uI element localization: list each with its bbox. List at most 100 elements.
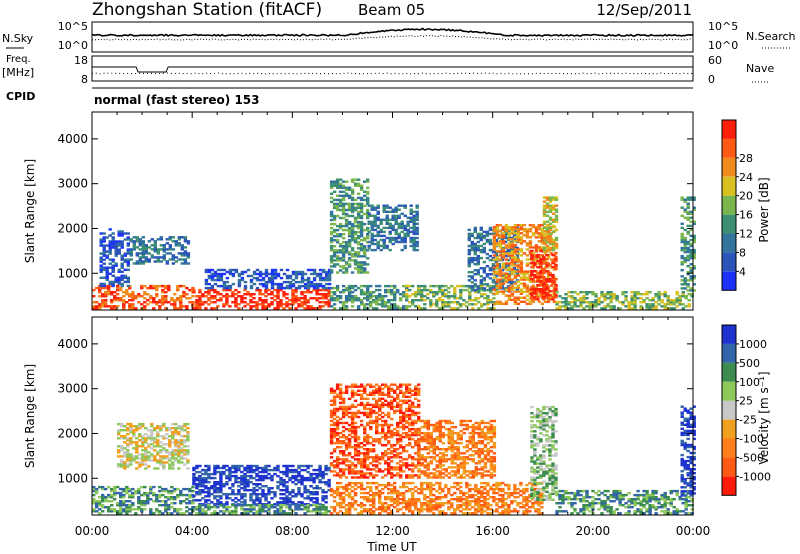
heatmap-cell	[285, 503, 289, 506]
heatmap-cell	[564, 305, 568, 308]
heatmap-cell	[347, 235, 352, 238]
heatmap-cell	[552, 292, 557, 295]
heatmap-cell	[338, 265, 343, 268]
heatmap-cell	[612, 305, 616, 308]
heatmap-cell	[363, 204, 367, 208]
heatmap-cell	[303, 503, 307, 506]
heatmap-cell	[234, 506, 238, 509]
heatmap-cell	[516, 234, 521, 237]
heatmap-cell	[149, 489, 153, 493]
heatmap-cell	[156, 250, 160, 253]
heatmap-cell	[350, 271, 355, 274]
heatmap-cell	[318, 510, 322, 513]
heatmap-cell	[246, 466, 250, 470]
heatmap-cell	[353, 259, 358, 262]
heatmap-cell	[243, 493, 247, 496]
heatmap-cell	[394, 232, 398, 236]
heatmap-cell	[149, 487, 153, 491]
heatmap-cell	[411, 510, 415, 513]
heatmap-cell	[255, 278, 260, 282]
heatmap-cell	[483, 504, 487, 507]
heatmap-cell	[394, 220, 398, 223]
heatmap-cell	[494, 254, 499, 258]
heatmap-cell	[318, 274, 323, 278]
heatmap-cell	[344, 220, 349, 224]
heatmap-cell	[399, 299, 403, 302]
heatmap-cell	[363, 194, 367, 197]
heatmap-cell	[467, 248, 471, 252]
heatmap-cell	[438, 286, 442, 290]
heatmap-cell	[366, 226, 370, 230]
heatmap-cell	[551, 196, 556, 199]
heatmap-cell	[456, 481, 460, 485]
heatmap-cell	[111, 270, 115, 273]
heatmap-cell	[258, 512, 262, 515]
heatmap-cell	[116, 504, 120, 507]
heatmap-cell	[528, 230, 533, 233]
heatmap-cell	[335, 224, 340, 228]
heatmap-cell	[680, 236, 684, 240]
heatmap-cell	[243, 476, 247, 480]
heatmap-cell	[312, 487, 316, 490]
heatmap-cell	[318, 474, 322, 478]
heatmap-cell	[513, 270, 518, 273]
heatmap-cell	[243, 293, 247, 296]
heatmap-cell	[237, 504, 241, 507]
heatmap-cell	[539, 290, 543, 293]
heatmap-cell	[158, 489, 162, 493]
heatmap-cell	[473, 279, 477, 282]
heatmap-cell	[182, 291, 186, 294]
heatmap-cell	[177, 439, 181, 442]
heatmap-cell	[344, 493, 349, 497]
heatmap-cell	[153, 467, 157, 470]
heatmap-cell	[528, 280, 533, 283]
heatmap-cell	[126, 429, 130, 432]
heatmap-cell	[213, 288, 217, 292]
heatmap-cell	[182, 512, 186, 515]
heatmap-cell	[363, 303, 367, 306]
heatmap-cell	[159, 445, 163, 448]
heatmap-cell	[534, 230, 539, 233]
heatmap-cell	[246, 474, 250, 478]
heatmap-cell	[267, 476, 271, 480]
heatmap-cell	[306, 497, 310, 500]
heatmap-cell	[476, 289, 480, 292]
heatmap-cell	[367, 214, 371, 217]
heatmap-cell	[144, 467, 148, 470]
heatmap-cell	[104, 301, 108, 304]
heatmap-cell	[291, 468, 295, 472]
heatmap-cell	[353, 178, 358, 181]
heatmap-cell	[270, 474, 274, 478]
heatmap-cell	[255, 499, 259, 502]
heatmap-cell	[373, 242, 377, 246]
heatmap-cell	[588, 303, 592, 306]
heatmap-cell	[332, 508, 337, 511]
heatmap-cell	[152, 297, 156, 300]
heatmap-cell	[261, 476, 265, 480]
heatmap-cell	[180, 449, 184, 452]
heatmap-cell	[131, 508, 135, 511]
heatmap-cell	[180, 236, 184, 239]
heatmap-cell	[306, 282, 311, 286]
heatmap-cell	[405, 500, 409, 503]
colorbar-swatch	[722, 138, 736, 158]
heatmap-cell	[537, 232, 542, 235]
heatmap-cell	[474, 498, 478, 501]
heatmap-cell	[168, 457, 172, 460]
heatmap-cell	[243, 489, 247, 492]
heatmap-cell	[170, 498, 174, 501]
heatmap-cell	[228, 493, 232, 496]
heatmap-cell	[686, 218, 690, 221]
heatmap-cell	[546, 234, 551, 237]
heatmap-cell	[153, 246, 157, 249]
heatmap-cell	[273, 491, 277, 494]
heatmap-cell	[417, 307, 421, 310]
heatmap-cell	[210, 295, 214, 298]
heatmap-cell	[312, 282, 317, 286]
heatmap-cell	[531, 226, 536, 229]
heatmap-cell	[367, 244, 371, 248]
heatmap-cell	[473, 258, 477, 262]
heatmap-cell	[405, 295, 409, 298]
heatmap-cell	[95, 502, 99, 505]
heatmap-cell	[114, 264, 118, 267]
